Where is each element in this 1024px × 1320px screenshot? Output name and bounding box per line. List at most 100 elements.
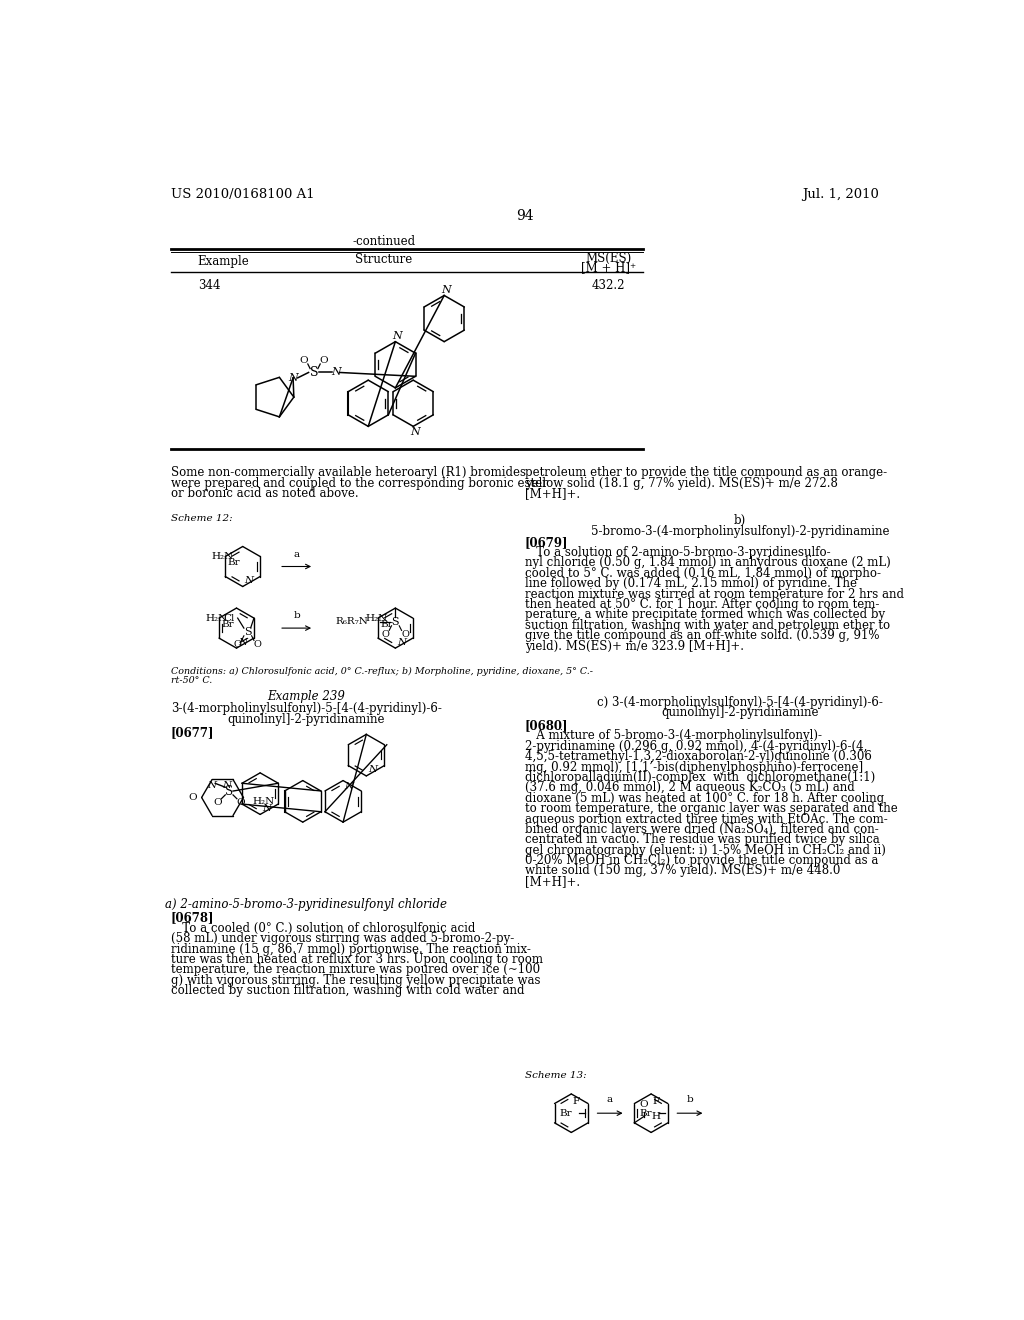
Text: were prepared and coupled to the corresponding boronic ester: were prepared and coupled to the corresp… [171,477,548,490]
Text: N: N [441,285,452,294]
Text: O: O [639,1100,648,1109]
Text: g) with vigorous stirring. The resulting yellow precipitate was: g) with vigorous stirring. The resulting… [171,974,540,987]
Text: Example 239: Example 239 [267,689,345,702]
Text: reaction mixture was stirred at room temperature for 2 hrs and: reaction mixture was stirred at room tem… [524,587,904,601]
Text: Scheme 13:: Scheme 13: [524,1071,587,1080]
Text: O: O [233,640,242,648]
Text: perature, a white precipitate formed which was collected by: perature, a white precipitate formed whi… [524,609,885,622]
Text: cooled to 5° C. was added (0.16 mL, 1.84 mmol) of morpho-: cooled to 5° C. was added (0.16 mL, 1.84… [524,566,881,579]
Text: MS(ES): MS(ES) [586,252,632,265]
Text: F: F [572,1097,580,1106]
Text: S: S [309,366,318,379]
Text: Example: Example [198,256,250,268]
Text: Br: Br [227,558,241,568]
Text: a: a [607,1096,613,1104]
Text: b): b) [734,515,746,527]
Text: [0678]: [0678] [171,911,214,924]
Text: Cl: Cl [223,614,234,623]
Text: temperature, the reaction mixture was poured over ice (~100: temperature, the reaction mixture was po… [171,964,540,977]
Text: N: N [345,781,353,791]
Text: [M+H]+.: [M+H]+. [524,487,580,500]
Text: quinolinyl]-2-pyridinamine: quinolinyl]-2-pyridinamine [662,706,819,719]
Text: H₂N: H₂N [252,797,274,807]
Text: [M+H]+.: [M+H]+. [524,875,580,888]
Text: a: a [294,550,300,558]
Text: a) 2-amino-5-bromo-3-pyridinesulfonyl chloride: a) 2-amino-5-bromo-3-pyridinesulfonyl ch… [165,898,447,911]
Text: 4,5,5-tetramethyl-1,3,2-dioxaborolan-2-yl)quinoline (0.306: 4,5,5-tetramethyl-1,3,2-dioxaborolan-2-y… [524,750,871,763]
Text: US 2010/0168100 A1: US 2010/0168100 A1 [171,187,314,201]
Text: N: N [222,781,231,791]
Text: [0680]: [0680] [524,719,568,733]
Text: R₆R₇N: R₆R₇N [336,618,369,627]
Text: H₂N: H₂N [366,614,388,623]
Text: S: S [244,627,252,638]
Text: 0-20% MeOH in CH₂Cl₂) to provide the title compound as a: 0-20% MeOH in CH₂Cl₂) to provide the tit… [524,854,879,867]
Text: N: N [331,367,341,378]
Text: gel chromatography (eluent: i) 1-5% MeOH in CH₂Cl₂ and ii): gel chromatography (eluent: i) 1-5% MeOH… [524,843,886,857]
Text: N: N [245,576,253,585]
Text: Br: Br [640,1109,652,1118]
Text: dioxane (5 mL) was heated at 100° C. for 18 h. After cooling: dioxane (5 mL) was heated at 100° C. for… [524,792,884,805]
Text: (58 mL) under vigorous stirring was added 5-bromo-2-py-: (58 mL) under vigorous stirring was adde… [171,932,514,945]
Text: O: O [401,630,410,639]
Text: To a solution of 2-amino-5-bromo-3-pyridinesulfo-: To a solution of 2-amino-5-bromo-3-pyrid… [524,546,830,560]
Text: dichloropalladium(II)-complex  with  dichloromethane(1:1): dichloropalladium(II)-complex with dichl… [524,771,876,784]
Text: Some non-commercially available heteroaryl (R1) bromides: Some non-commercially available heteroar… [171,466,525,479]
Text: N: N [238,638,247,647]
Text: line followed by (0.174 mL, 2.15 mmol) of pyridine. The: line followed by (0.174 mL, 2.15 mmol) o… [524,577,857,590]
Text: Br: Br [221,619,234,628]
Text: ridinamine (15 g, 86.7 mmol) portionwise. The reaction mix-: ridinamine (15 g, 86.7 mmol) portionwise… [171,942,530,956]
Text: O: O [188,793,197,803]
Text: c) 3-(4-morpholinylsulfonyl)-5-[4-(4-pyridinyl)-6-: c) 3-(4-morpholinylsulfonyl)-5-[4-(4-pyr… [597,696,883,709]
Text: Structure: Structure [355,253,413,267]
Text: yellow solid (18.1 g, 77% yield). MS(ES)+ m/e 272.8: yellow solid (18.1 g, 77% yield). MS(ES)… [524,477,838,490]
Text: white solid (150 mg, 37% yield). MS(ES)+ m/e 448.0: white solid (150 mg, 37% yield). MS(ES)+… [524,865,840,878]
Text: H: H [651,1113,660,1121]
Text: O: O [300,355,308,364]
Text: N: N [410,428,420,437]
Text: N: N [397,638,407,647]
Text: 94: 94 [516,209,534,223]
Text: b: b [293,611,300,620]
Text: collected by suction filtration, washing with cold water and: collected by suction filtration, washing… [171,985,524,997]
Text: N: N [208,781,217,791]
Text: suction filtration, washing with water and petroleum ether to: suction filtration, washing with water a… [524,619,890,632]
Text: H₂N: H₂N [205,614,227,623]
Text: 5-bromo-3-(4-morpholinylsulfonyl)-2-pyridinamine: 5-bromo-3-(4-morpholinylsulfonyl)-2-pyri… [591,524,890,537]
Text: mg, 0.92 mmol), [1,1’-bis(diphenylphosphino)-ferrocene]: mg, 0.92 mmol), [1,1’-bis(diphenylphosph… [524,760,863,774]
Text: O: O [213,799,222,807]
Text: O: O [319,355,329,364]
Text: 3-(4-morpholinylsulfonyl)-5-[4-(4-pyridinyl)-6-: 3-(4-morpholinylsulfonyl)-5-[4-(4-pyridi… [171,702,441,715]
Text: N: N [392,331,401,341]
Text: Conditions: a) Chlorosulfonic acid, 0° C.-reflux; b) Morpholine, pyridine, dioxa: Conditions: a) Chlorosulfonic acid, 0° C… [171,667,593,676]
Text: O: O [254,640,262,648]
Text: yield). MS(ES)+ m/e 323.9 [M+H]+.: yield). MS(ES)+ m/e 323.9 [M+H]+. [524,640,743,652]
Text: F: F [652,1097,659,1106]
Text: O: O [381,630,389,639]
Text: [0679]: [0679] [524,536,568,549]
Text: N: N [368,766,377,775]
Text: 432.2: 432.2 [592,279,626,292]
Text: aqueous portion extracted three times with EtOAc. The com-: aqueous portion extracted three times wi… [524,813,888,825]
Text: S: S [225,784,233,797]
Text: N: N [262,804,271,813]
Text: then heated at 50° C. for 1 hour. After cooling to room tem-: then heated at 50° C. for 1 hour. After … [524,598,880,611]
Text: H₂N: H₂N [211,552,233,561]
Text: S: S [391,616,399,627]
Text: to room temperature, the organic layer was separated and the: to room temperature, the organic layer w… [524,803,898,816]
Text: nyl chloride (0.50 g, 1.84 mmol) in anhydrous dioxane (2 mL): nyl chloride (0.50 g, 1.84 mmol) in anhy… [524,557,891,569]
Text: 2-pyridinamine (0.296 g, 0.92 mmol), 4-(4-pyridinyl)-6-(4,: 2-pyridinamine (0.296 g, 0.92 mmol), 4-(… [524,739,867,752]
Text: Br: Br [380,619,393,628]
Text: bined organic layers were dried (Na₂SO₄), filtered and con-: bined organic layers were dried (Na₂SO₄)… [524,822,879,836]
Text: or boronic acid as noted above.: or boronic acid as noted above. [171,487,358,500]
Text: give the title compound as an off-white solid. (0.539 g, 91%: give the title compound as an off-white … [524,630,880,643]
Text: ture was then heated at reflux for 3 hrs. Upon cooling to room: ture was then heated at reflux for 3 hrs… [171,953,543,966]
Text: quinolinyl]-2-pyridinamine: quinolinyl]-2-pyridinamine [227,713,385,726]
Text: To a cooled (0° C.) solution of chlorosulfonic acid: To a cooled (0° C.) solution of chlorosu… [171,921,475,935]
Text: N: N [288,372,298,383]
Text: Jul. 1, 2010: Jul. 1, 2010 [802,187,879,201]
Text: 344: 344 [198,279,220,292]
Text: (37.6 mg, 0.046 mmol), 2 M aqueous K₂CO₃ (5 mL) and: (37.6 mg, 0.046 mmol), 2 M aqueous K₂CO₃… [524,781,855,795]
Text: O: O [237,799,245,807]
Text: petroleum ether to provide the title compound as an orange-: petroleum ether to provide the title com… [524,466,887,479]
